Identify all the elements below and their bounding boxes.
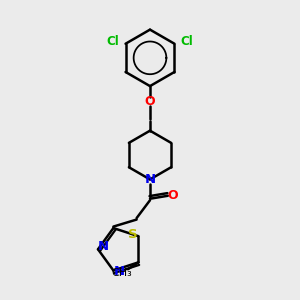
- Text: S: S: [128, 228, 137, 241]
- Text: Cl: Cl: [107, 35, 119, 48]
- Text: CH₃: CH₃: [112, 268, 132, 278]
- Text: O: O: [145, 95, 155, 108]
- Text: N: N: [114, 266, 125, 278]
- Text: O: O: [168, 189, 178, 202]
- Text: N: N: [98, 240, 109, 254]
- Text: Cl: Cl: [181, 35, 193, 48]
- Text: N: N: [144, 173, 156, 186]
